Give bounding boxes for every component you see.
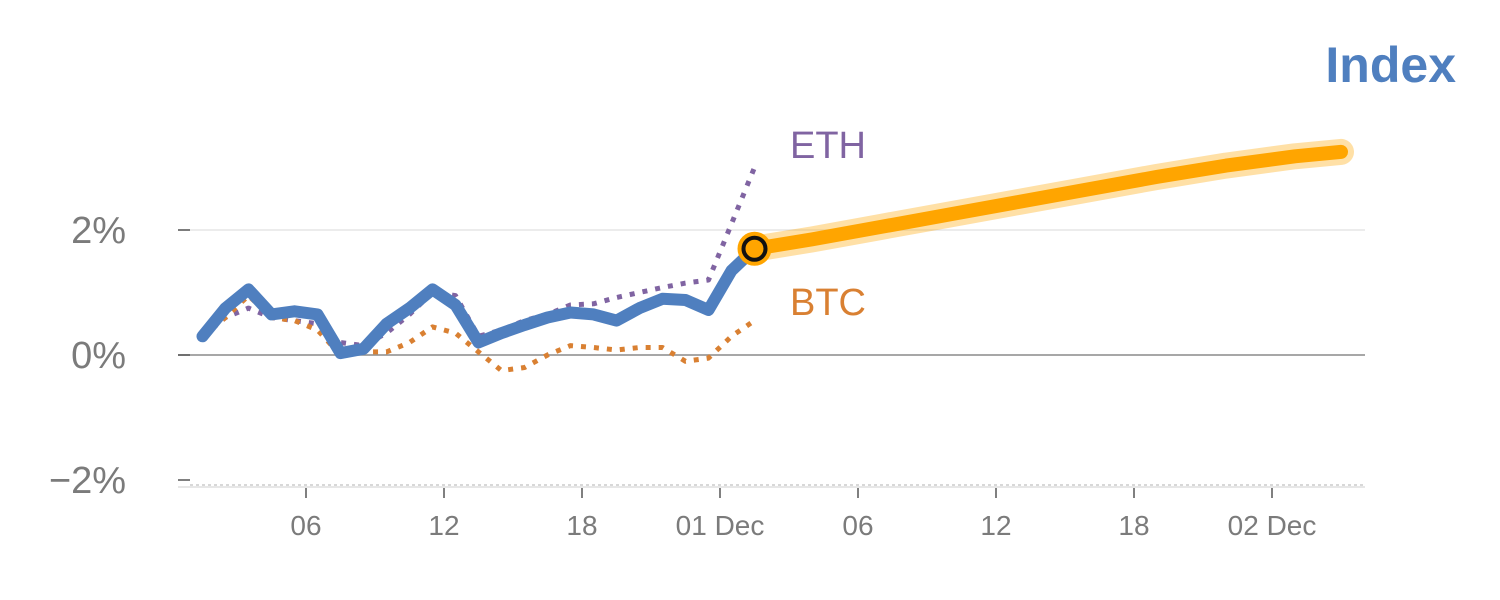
x-tick-label: 12 — [428, 510, 459, 541]
y-tick-label: 0% — [71, 335, 126, 377]
x-tick-label: 12 — [980, 510, 1011, 541]
forecast-line — [747, 144, 1348, 256]
y-tick-label: 2% — [71, 210, 126, 252]
series-index-line — [196, 242, 761, 360]
series-label-eth: ETH — [790, 125, 866, 167]
current-point-ring — [741, 235, 768, 262]
x-tick-label: 06 — [842, 510, 873, 541]
series-label-btc: BTC — [790, 282, 866, 324]
x-tick-label: 02 Dec — [1228, 510, 1317, 541]
series-btc-line — [200, 293, 756, 374]
chart-title: Index — [1325, 37, 1456, 93]
x-tick-label: 18 — [566, 510, 597, 541]
y-tick-label: −2% — [49, 460, 126, 502]
x-tick-label: 01 Dec — [676, 510, 765, 541]
x-tick-label: 06 — [290, 510, 321, 541]
x-tick-label: 18 — [1118, 510, 1149, 541]
